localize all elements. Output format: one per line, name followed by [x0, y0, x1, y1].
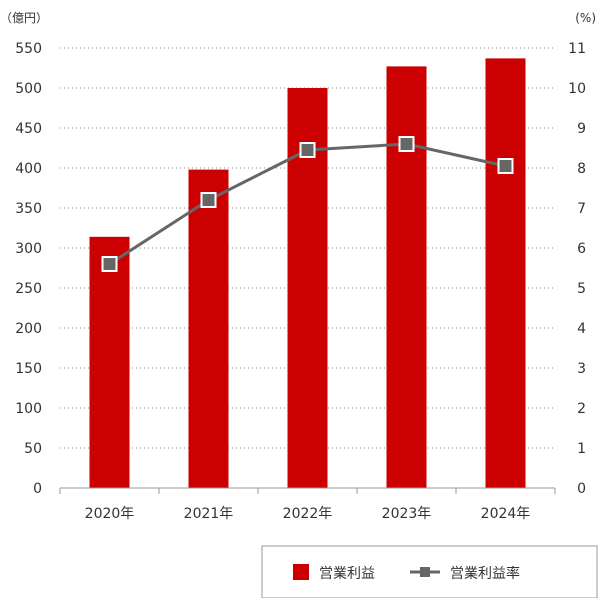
legend-bar-swatch — [293, 564, 309, 580]
bar — [188, 169, 229, 488]
right-tick-label: 5 — [577, 281, 586, 297]
left-tick-label: 200 — [15, 321, 42, 337]
left-tick-label: 400 — [15, 161, 42, 177]
left-axis: 0 50 100 150 200 250 300 350 400 450 500 550 — [15, 41, 42, 497]
right-tick-label: 7 — [577, 201, 586, 217]
legend-line-marker — [420, 567, 430, 577]
legend-bar-label: 営業利益 — [319, 566, 375, 582]
left-tick-label: 0 — [33, 481, 42, 497]
right-tick-label: 10 — [568, 81, 586, 97]
left-tick-label: 350 — [15, 201, 42, 217]
line-marker — [202, 194, 215, 206]
right-axis: 0 1 2 3 4 5 6 7 8 9 10 11 — [568, 41, 586, 497]
bar — [485, 58, 526, 489]
right-tick-label: 3 — [577, 361, 586, 377]
right-tick-label: 9 — [577, 121, 586, 137]
legend: 営業利益 営業利益率 — [261, 545, 598, 598]
left-tick-label: 500 — [15, 81, 42, 97]
left-tick-label: 300 — [15, 241, 42, 257]
line-marker — [400, 138, 413, 150]
line-marker — [301, 144, 314, 156]
right-tick-label: 6 — [577, 241, 586, 257]
line-marker — [103, 258, 116, 270]
right-tick-label: 11 — [568, 41, 586, 57]
gridlines — [60, 47, 555, 449]
left-tick-label: 50 — [24, 441, 42, 457]
x-tick-label: 2024年 — [481, 506, 531, 522]
x-tick-label: 2021年 — [184, 506, 234, 522]
right-tick-label: 0 — [577, 481, 586, 497]
bar-series — [89, 58, 526, 489]
legend-line-label: 営業利益率 — [450, 565, 520, 582]
left-tick-label: 550 — [15, 41, 42, 57]
left-tick-label: 450 — [15, 121, 42, 137]
right-tick-label: 8 — [577, 161, 586, 177]
x-tick-label: 2022年 — [283, 506, 333, 522]
x-tick-label: 2023年 — [382, 506, 432, 522]
left-tick-label: 250 — [15, 281, 42, 297]
left-axis-unit: （億円） — [0, 11, 48, 25]
right-tick-label: 2 — [577, 401, 586, 417]
line-marker — [499, 160, 512, 172]
left-tick-label: 150 — [15, 361, 42, 377]
right-tick-label: 4 — [577, 321, 586, 337]
right-axis-unit: (%) — [575, 11, 596, 25]
left-tick-label: 100 — [15, 401, 42, 417]
x-axis: 2020年 2021年 2022年 2023年 2024年 — [59, 487, 556, 522]
line-series — [101, 136, 514, 272]
right-tick-label: 1 — [577, 441, 586, 457]
bar — [89, 236, 130, 488]
x-tick-label: 2020年 — [85, 506, 135, 522]
bar — [386, 66, 427, 489]
